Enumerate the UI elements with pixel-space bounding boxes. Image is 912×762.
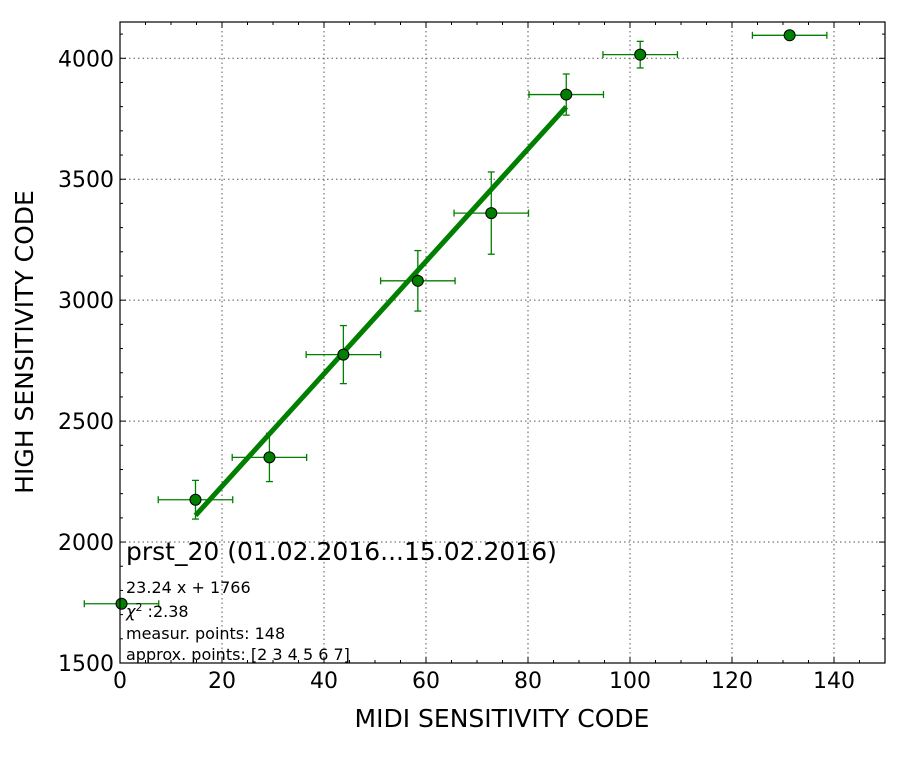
data-point-group bbox=[157, 479, 234, 520]
annotation-chi2: χ2 :2.38 bbox=[125, 601, 189, 621]
x-axis-label: MIDI SENSITIVITY CODE bbox=[355, 704, 650, 733]
fit-line-layer bbox=[193, 105, 569, 518]
y-axis-label: HIGH SENSITIVITY CODE bbox=[10, 190, 39, 494]
x-tick-label: 40 bbox=[310, 669, 338, 694]
y-tick-label: 2500 bbox=[58, 410, 114, 435]
data-point bbox=[337, 348, 350, 361]
x-tick-label: 60 bbox=[412, 669, 440, 694]
data-points bbox=[83, 29, 828, 610]
data-point bbox=[485, 207, 498, 220]
x-tick-label: 120 bbox=[711, 669, 753, 694]
y-tick-label: 3000 bbox=[58, 289, 114, 314]
data-point-group bbox=[453, 171, 530, 255]
data-point bbox=[411, 274, 424, 287]
data-point bbox=[189, 493, 202, 506]
data-point-group bbox=[231, 432, 308, 483]
annotation-approx-points: approx. points: [2 3 4 5 6 7] bbox=[126, 645, 350, 664]
y-tick-label: 3500 bbox=[58, 168, 114, 193]
data-point-group bbox=[528, 73, 605, 116]
data-point bbox=[263, 451, 276, 464]
data-point-group bbox=[602, 40, 679, 69]
x-tick-label: 80 bbox=[514, 669, 542, 694]
x-tick-label: 100 bbox=[609, 669, 651, 694]
data-point-group bbox=[379, 249, 456, 312]
grid bbox=[120, 22, 885, 663]
data-point bbox=[783, 29, 796, 42]
annotation-title: prst_20 (01.02.2016...15.02.2016) bbox=[126, 537, 557, 566]
data-point-group bbox=[83, 597, 160, 610]
data-point bbox=[115, 597, 128, 610]
annotation-measur-points: measur. points: 148 bbox=[126, 624, 285, 643]
chi2-value: :2.38 bbox=[142, 602, 188, 621]
x-tick-label: 20 bbox=[208, 669, 236, 694]
x-tick-label: 140 bbox=[813, 669, 855, 694]
plot-frame bbox=[119, 21, 886, 664]
y-tick-label: 1500 bbox=[58, 652, 114, 677]
data-point bbox=[634, 48, 647, 61]
x-tick-label: 0 bbox=[113, 669, 127, 694]
ticks: 0 20 40 60 80 100 120 140 1500 2000 2500 3000 3500 40… bbox=[58, 22, 885, 694]
y-tick-label: 4000 bbox=[58, 47, 114, 72]
annotation-equation: 23.24 x + 1766 bbox=[126, 578, 251, 597]
data-point-group bbox=[305, 324, 382, 385]
y-tick-label: 2000 bbox=[58, 531, 114, 556]
chi2-symbol: χ bbox=[125, 602, 136, 621]
data-point bbox=[560, 88, 573, 101]
chi2-superscript: 2 bbox=[135, 601, 142, 614]
data-point-group bbox=[751, 29, 828, 42]
fit-line bbox=[193, 105, 569, 518]
